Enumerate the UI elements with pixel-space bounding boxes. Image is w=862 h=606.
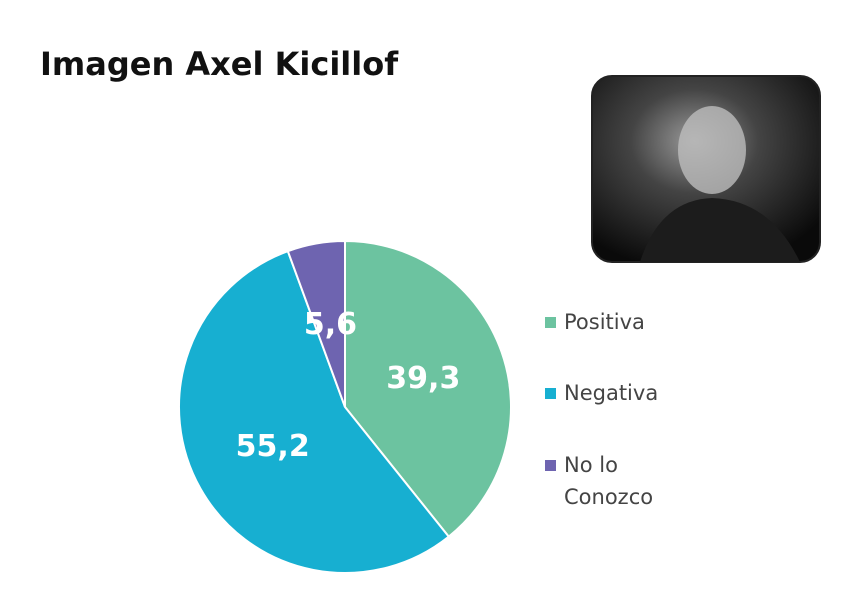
data-label: 55,2	[236, 429, 310, 464]
legend-swatch	[545, 460, 556, 471]
legend-label: Negativa	[564, 381, 659, 405]
legend-swatch	[545, 388, 556, 399]
legend-label: Positiva	[564, 310, 645, 334]
pie-slice	[177, 249, 451, 574]
legend-swatch	[545, 317, 556, 328]
photo	[591, 75, 821, 263]
legend-label: No lo Conozco	[564, 453, 654, 509]
data-label: 39,3	[386, 361, 460, 396]
legend-item: No lo Conozco	[545, 449, 675, 513]
pie-slice	[286, 239, 346, 408]
pie-slice	[344, 239, 512, 539]
chart-title: Imagen Axel Kicillof	[40, 45, 399, 83]
legend-item: Positiva	[545, 306, 675, 338]
data-label: 5,6	[304, 307, 357, 342]
legend-item: Negativa	[545, 377, 675, 409]
